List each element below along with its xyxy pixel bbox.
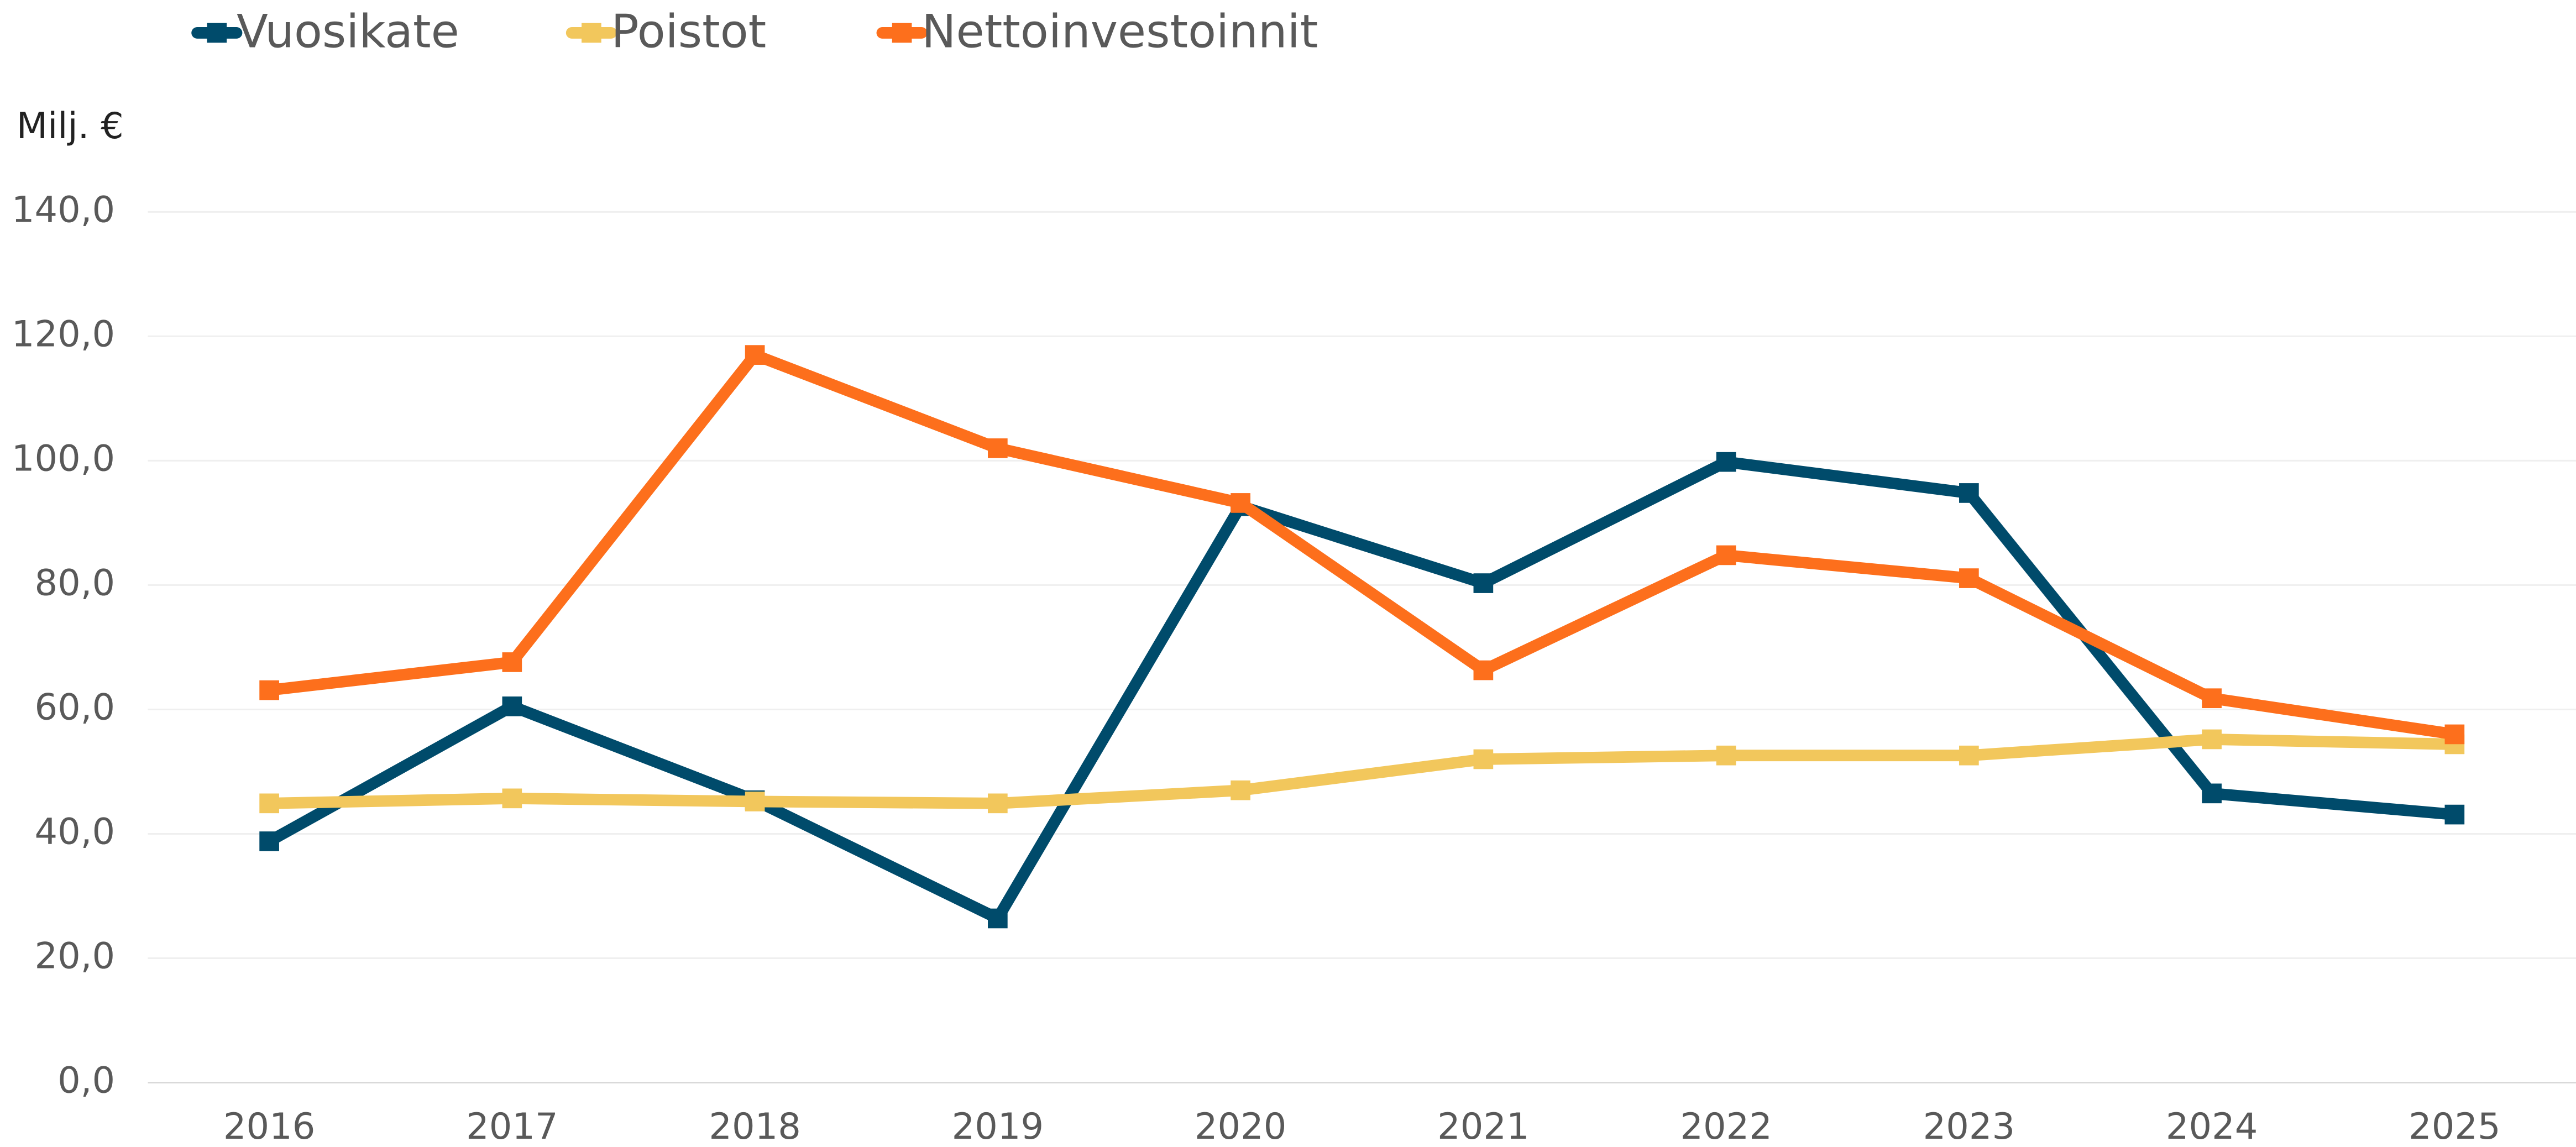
data-point bbox=[502, 652, 522, 672]
data-point bbox=[1473, 573, 1494, 593]
x-tick-label: 2018 bbox=[709, 1106, 800, 1147]
legend-label: Vuosikate bbox=[237, 4, 459, 58]
data-point bbox=[2444, 804, 2465, 825]
y-tick-label: 40,0 bbox=[34, 811, 115, 853]
data-point bbox=[988, 908, 1008, 929]
y-tick-label: 100,0 bbox=[12, 437, 115, 479]
data-point bbox=[259, 793, 279, 814]
x-tick-label: 2025 bbox=[2409, 1106, 2500, 1147]
data-point bbox=[1716, 452, 1736, 472]
legend-label: Nettoinvestoinnit bbox=[922, 4, 1318, 58]
legend-marker bbox=[207, 23, 227, 43]
x-tick-label: 2021 bbox=[1437, 1106, 1529, 1147]
data-point bbox=[1959, 568, 1979, 588]
series-line bbox=[266, 456, 2455, 924]
data-point bbox=[988, 438, 1008, 458]
series-line bbox=[268, 349, 2455, 740]
x-tick-label: 2019 bbox=[952, 1106, 1044, 1147]
series-line bbox=[269, 734, 2455, 809]
x-tick-label: 2022 bbox=[1680, 1106, 1772, 1147]
y-tick-label: 120,0 bbox=[12, 313, 115, 355]
data-point bbox=[1959, 483, 1979, 503]
y-axis-label: Milj. € bbox=[17, 105, 124, 147]
data-point bbox=[745, 345, 765, 365]
data-point bbox=[502, 788, 522, 809]
data-point bbox=[2202, 688, 2222, 709]
y-tick-label: 140,0 bbox=[12, 188, 115, 231]
data-point bbox=[1959, 745, 1979, 766]
y-tick-label: 80,0 bbox=[34, 562, 115, 604]
x-tick-label: 2016 bbox=[223, 1106, 315, 1147]
data-point bbox=[1231, 780, 1250, 800]
data-point bbox=[259, 831, 279, 851]
x-tick-label: 2024 bbox=[2166, 1106, 2258, 1147]
data-point bbox=[988, 793, 1008, 814]
data-point bbox=[1716, 745, 1736, 766]
x-tick-label: 2023 bbox=[1923, 1106, 2015, 1147]
x-tick-label: 2017 bbox=[466, 1106, 558, 1147]
x-tick-label: 2020 bbox=[1195, 1106, 1286, 1147]
data-point bbox=[2444, 724, 2465, 745]
legend-marker bbox=[582, 23, 601, 43]
y-tick-label: 60,0 bbox=[34, 687, 115, 729]
data-point bbox=[745, 792, 765, 811]
y-tick-label: 20,0 bbox=[34, 935, 115, 977]
legend-label: Poistot bbox=[611, 4, 767, 58]
data-point bbox=[502, 696, 522, 716]
data-point bbox=[1231, 493, 1250, 513]
data-point bbox=[259, 680, 279, 700]
data-point bbox=[1716, 545, 1736, 565]
data-point bbox=[1473, 749, 1494, 769]
legend-marker bbox=[892, 23, 912, 43]
data-point bbox=[1473, 660, 1494, 680]
y-tick-label: 0,0 bbox=[57, 1060, 115, 1102]
data-point bbox=[2202, 729, 2222, 750]
data-point bbox=[2202, 783, 2222, 804]
